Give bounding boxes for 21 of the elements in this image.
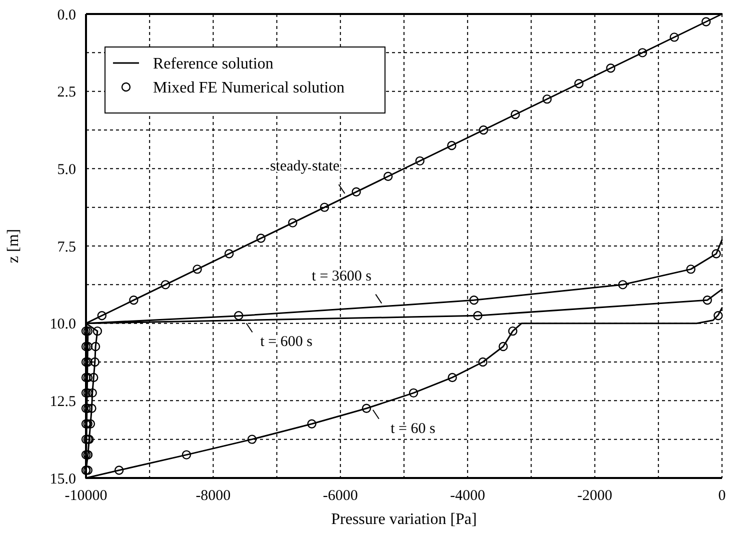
y-tick-label: 12.5 [50, 394, 76, 410]
x-tick-label: -4000 [450, 488, 486, 504]
y-axis-title: z [m] [5, 228, 22, 264]
x-tick-label: -6000 [322, 488, 358, 504]
annotation: steady state [270, 158, 340, 175]
x-tick-label: -2000 [577, 488, 612, 504]
y-tick-label: 7.5 [57, 239, 76, 256]
y-tick-label: 10.0 [50, 316, 76, 333]
annotation: t = 3600 s [312, 268, 372, 284]
legend-label: Reference solution [153, 56, 274, 73]
y-tick-label: 2.5 [57, 84, 76, 101]
y-tick-label: 0.0 [57, 7, 76, 24]
x-tick-label: 0 [718, 488, 726, 504]
legend-label: Mixed FE Numerical solution [153, 80, 345, 97]
x-axis-title: Pressure variation [Pa] [331, 511, 477, 528]
y-tick-label: 5.0 [57, 162, 76, 178]
annotation: t = 600 s [260, 334, 313, 350]
x-tick-label: -8000 [196, 488, 231, 504]
y-tick-label: 15.0 [50, 471, 76, 488]
annotation: t = 60 s [390, 420, 436, 437]
x-tick-label: -10000 [64, 488, 108, 504]
